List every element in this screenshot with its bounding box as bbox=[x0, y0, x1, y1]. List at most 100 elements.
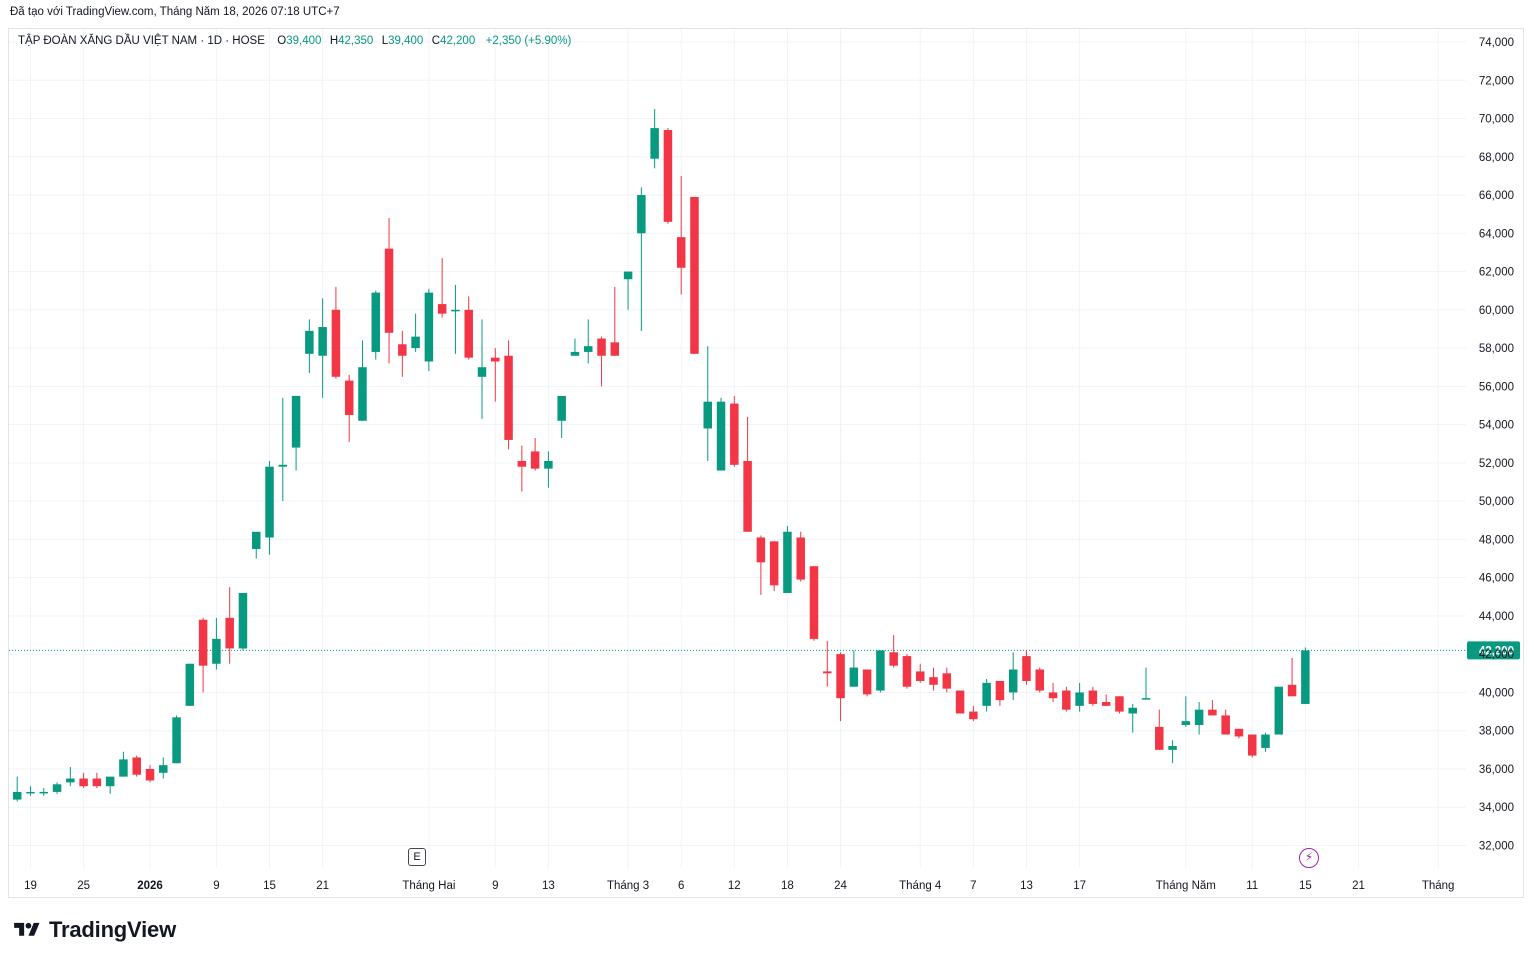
candle-body bbox=[1101, 702, 1111, 706]
candle bbox=[437, 258, 447, 318]
candle bbox=[52, 782, 62, 794]
price-tick-label: 34,000 bbox=[1479, 802, 1514, 814]
candle-body bbox=[730, 403, 739, 465]
earnings-event-badge[interactable]: E bbox=[408, 848, 426, 866]
price-tick-label: 54,000 bbox=[1479, 420, 1514, 432]
candle bbox=[66, 767, 75, 787]
candle bbox=[398, 330, 407, 377]
time-tick-label: 12 bbox=[728, 880, 741, 892]
candle bbox=[159, 757, 168, 779]
time-tick-label: 21 bbox=[1352, 880, 1365, 892]
time-axis: 19 25 2026 9 15 21 Tháng Hai 9 13 Tháng 3 6 12 18 24 T… bbox=[24, 880, 1454, 892]
candle-body bbox=[92, 778, 102, 787]
candle-body bbox=[743, 460, 752, 532]
candle bbox=[145, 765, 155, 783]
tradingview-brand[interactable]: TradingView bbox=[11, 917, 176, 943]
candle-body bbox=[650, 128, 659, 159]
candle-body bbox=[172, 717, 181, 764]
candle-body bbox=[942, 673, 952, 689]
candle-body bbox=[836, 654, 845, 699]
candle bbox=[291, 395, 301, 471]
candle-body bbox=[1234, 728, 1244, 737]
candle bbox=[557, 395, 566, 439]
price-tick-label: 64,000 bbox=[1479, 228, 1514, 240]
candle-body bbox=[145, 768, 155, 781]
price-tick-label: 36,000 bbox=[1479, 764, 1514, 776]
time-tick-label: 18 bbox=[781, 880, 794, 892]
candle-body bbox=[663, 130, 673, 222]
price-tick-label: 56,000 bbox=[1479, 381, 1514, 393]
candle bbox=[198, 617, 208, 693]
time-tick-label: Tháng Năm bbox=[1156, 880, 1216, 892]
candle-body bbox=[185, 663, 195, 706]
candle bbox=[225, 587, 234, 664]
candle-body bbox=[66, 778, 75, 783]
time-tick-label: Tháng 4 bbox=[899, 880, 942, 892]
chart-frame bbox=[8, 28, 1524, 898]
candle-body bbox=[756, 537, 766, 563]
price-tick-label: 68,000 bbox=[1479, 152, 1514, 164]
candle-body bbox=[570, 351, 580, 356]
candle bbox=[504, 340, 513, 450]
candle bbox=[623, 271, 633, 310]
price-tick-label: 38,000 bbox=[1479, 726, 1514, 738]
candle-body bbox=[477, 367, 487, 377]
candle-body bbox=[809, 566, 819, 639]
close-label: C bbox=[431, 35, 441, 47]
candle bbox=[1301, 647, 1310, 704]
candle-body bbox=[451, 309, 460, 312]
candle-body bbox=[1208, 709, 1217, 716]
candle bbox=[278, 397, 288, 502]
candle bbox=[265, 460, 274, 555]
candle bbox=[172, 715, 181, 764]
candle bbox=[1008, 652, 1018, 701]
dividend-flash-icon[interactable]: ⚡ bbox=[1299, 848, 1319, 868]
candle bbox=[597, 336, 606, 387]
candle-body bbox=[1261, 734, 1270, 748]
candle-body bbox=[119, 759, 128, 777]
candle-body bbox=[212, 638, 221, 664]
last-price-line-layer: 42,200 bbox=[9, 641, 1520, 660]
low-value: 39,400 bbox=[388, 35, 424, 47]
open-value: 39,400 bbox=[286, 35, 322, 47]
candle-body bbox=[796, 537, 805, 580]
candle bbox=[1141, 667, 1151, 700]
candle bbox=[995, 680, 1005, 706]
candle bbox=[92, 772, 102, 789]
candle bbox=[331, 286, 341, 379]
candle bbox=[902, 654, 912, 689]
candle bbox=[876, 650, 885, 693]
time-tick-label: 15 bbox=[1299, 880, 1312, 892]
candle bbox=[929, 667, 938, 691]
candle bbox=[650, 108, 659, 169]
last-price-badge bbox=[1467, 641, 1520, 660]
candle bbox=[424, 288, 434, 372]
candle-body bbox=[623, 271, 633, 280]
candle-body bbox=[690, 196, 699, 354]
candle-body bbox=[915, 671, 925, 681]
price-tick-label: 46,000 bbox=[1479, 573, 1514, 585]
candle-body bbox=[1062, 690, 1071, 710]
candle bbox=[823, 640, 832, 687]
candle bbox=[783, 526, 792, 593]
time-tick-label: 7 bbox=[970, 880, 976, 892]
price-tick-label: 66,000 bbox=[1479, 190, 1514, 202]
candle bbox=[305, 319, 314, 373]
candle bbox=[1168, 740, 1177, 764]
candle bbox=[743, 416, 752, 532]
candle bbox=[79, 772, 88, 789]
candle-body bbox=[703, 401, 713, 429]
candle-body bbox=[1194, 709, 1204, 725]
time-tick-label: 13 bbox=[1020, 880, 1033, 892]
candle bbox=[1035, 667, 1045, 693]
candle-body bbox=[344, 380, 354, 416]
chart-caption: Đã tạo với TradingView.com, Tháng Năm 18… bbox=[10, 6, 340, 18]
candle bbox=[955, 690, 965, 714]
time-tick-label: Tháng bbox=[1422, 880, 1455, 892]
candle-body bbox=[398, 344, 407, 356]
price-tick-label: 42,000 bbox=[1479, 649, 1514, 661]
candle bbox=[530, 438, 540, 471]
candle bbox=[132, 755, 141, 777]
candle bbox=[1155, 709, 1164, 750]
